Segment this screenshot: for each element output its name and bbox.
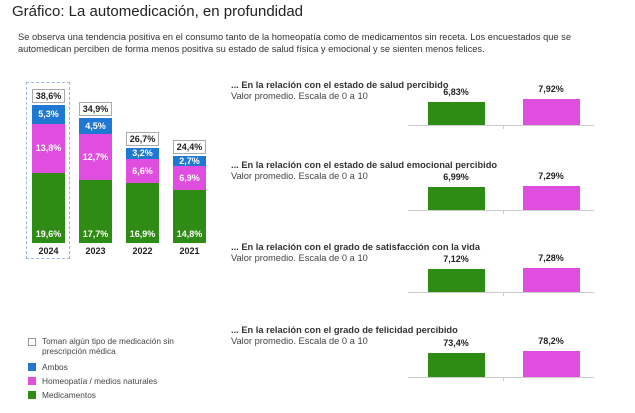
- panel-value-label: 6,99%: [443, 171, 469, 182]
- year-label: 2022: [132, 246, 153, 256]
- segment-label: 19,6%: [35, 229, 62, 239]
- legend-label-total: Toman algún tipo de medicación sin presc…: [42, 336, 174, 356]
- panel-value-label: 78,2%: [538, 336, 564, 347]
- bar-segment-2023-0: [79, 179, 112, 243]
- segment-label: 17,7%: [82, 229, 109, 239]
- legend-label-medicamentos: Medicamentos: [42, 390, 96, 400]
- panel-bar: [428, 186, 485, 210]
- panel-value-label: 7,28%: [538, 252, 564, 263]
- panel-axis: [408, 377, 594, 378]
- bar-segment-2021-0: [173, 190, 206, 243]
- segment-label: 6,6%: [132, 165, 153, 176]
- panel-bar: [523, 185, 580, 210]
- legend-label-homeopatia: Homeopatía / medios naturales: [42, 376, 158, 386]
- panel-bar: [428, 352, 485, 377]
- segment-label: 14,8%: [176, 229, 203, 239]
- panel-subtitle: Valor promedio. Escala de 0 a 10: [231, 171, 368, 181]
- bar-segment-2021-2: [173, 155, 206, 166]
- bar-segment-2022-2: [126, 147, 159, 160]
- panel-subtitle: Valor promedio. Escala de 0 a 10: [231, 336, 368, 346]
- panel-axis: [408, 210, 594, 211]
- panel-bar: [523, 267, 580, 292]
- segment-label: 2,7%: [179, 155, 200, 166]
- segment-label: 3,2%: [132, 148, 153, 159]
- panel-axis-tick: [503, 292, 504, 296]
- bar-segment-2022-1: [126, 159, 159, 183]
- panel-title: ... En la relación con el grado de satis…: [231, 242, 481, 252]
- segment-label: 13,8%: [35, 143, 62, 154]
- panel-bar: [523, 351, 580, 377]
- panel-title: ... En la relación con el grado de felic…: [231, 325, 458, 335]
- segment-label: 5,3%: [38, 109, 59, 120]
- total-label: 34,9%: [79, 102, 112, 117]
- panel-title: ... En la relación con el estado de salu…: [231, 160, 498, 170]
- panel-axis: [408, 292, 594, 293]
- bar-segment-2024-0: [32, 173, 65, 243]
- page-title: Gráfico: La automedicación, en profundid…: [12, 3, 304, 20]
- panel-value-label: 7,12%: [443, 253, 469, 264]
- bar-segment-2024-1: [32, 123, 65, 174]
- panel-axis-tick: [503, 377, 504, 381]
- panel-subtitle: Valor promedio. Escala de 0 a 10: [231, 253, 368, 263]
- bar-segment-2024-2: [32, 104, 65, 124]
- total-label: 38,6%: [32, 88, 65, 103]
- legend-swatch-medicamentos: [28, 391, 36, 399]
- highlight-2024: [26, 82, 70, 259]
- panel-title: ... En la relación con el estado de salu…: [231, 80, 449, 90]
- year-label: 2024: [38, 246, 59, 256]
- panel-subtitle: Valor promedio. Escala de 0 a 10: [231, 91, 368, 101]
- total-label: 26,7%: [126, 131, 159, 146]
- year-label: 2021: [179, 246, 200, 256]
- legend-swatch-total: [28, 338, 36, 346]
- segment-label: 6,9%: [179, 172, 200, 183]
- legend: Toman algún tipo de medicación sin presc…: [28, 336, 228, 406]
- panel-value-label: 7,29%: [538, 170, 564, 181]
- panel-value-label: 73,4%: [443, 337, 469, 348]
- segment-label: 4,5%: [85, 121, 106, 132]
- bar-segment-2023-1: [79, 134, 112, 180]
- panel-axis-tick: [503, 125, 504, 129]
- legend-label-ambos: Ambos: [42, 362, 68, 372]
- segment-label: 12,7%: [82, 152, 109, 163]
- stacked-bar-chart: 19,6% 13,8% 5,3% 38,6% 2024 17,7% 12,7% 4,5% 34,…: [0, 0, 230, 270]
- total-label: 24,4%: [173, 139, 206, 154]
- legend-swatch-homeopatia: [28, 377, 36, 385]
- bar-segment-2023-2: [79, 118, 112, 135]
- panel-bar: [428, 102, 485, 125]
- intro-text: Se observa una tendencia positiva en el …: [18, 32, 571, 54]
- panel-axis: [408, 125, 594, 126]
- segment-label: 16,9%: [129, 229, 156, 239]
- panel-bar: [428, 268, 485, 292]
- bar-segment-2022-0: [126, 182, 159, 243]
- year-label: 2023: [85, 246, 106, 256]
- panel-value-label: 7,92%: [538, 83, 564, 94]
- legend-swatch-ambos: [28, 363, 36, 371]
- panel-value-label: 6,83%: [443, 87, 469, 98]
- panel-bar: [523, 98, 580, 125]
- bar-segment-2021-1: [173, 165, 206, 191]
- panel-axis-tick: [503, 210, 504, 214]
